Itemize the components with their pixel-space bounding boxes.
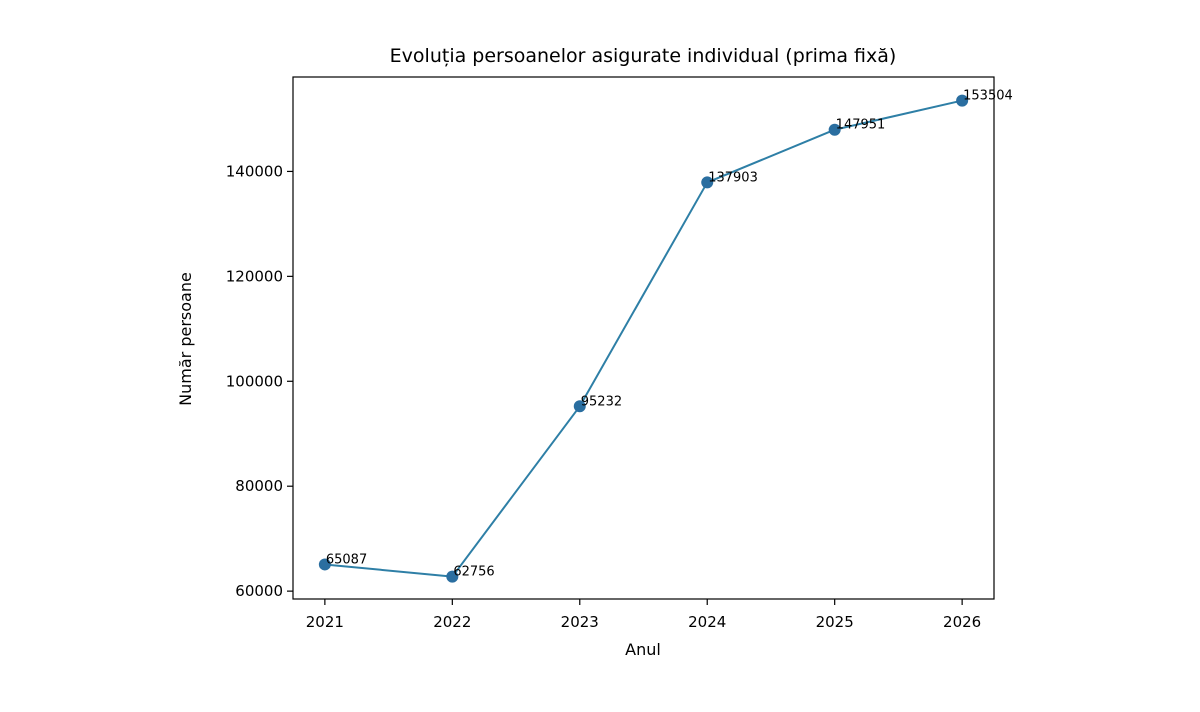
data-point	[701, 176, 714, 189]
x-tick-label: 2023	[561, 613, 599, 631]
y-tick-label: 140000	[226, 162, 283, 180]
plot-area-frame	[292, 76, 995, 600]
data-point	[446, 570, 459, 583]
data-label: 137903	[708, 170, 758, 185]
data-label: 95232	[581, 394, 622, 409]
y-axis: 60000 80000 100000 120000 140000	[226, 162, 293, 600]
x-tick-label: 2021	[306, 613, 344, 631]
y-tick-label: 60000	[235, 582, 283, 600]
series-line	[324, 99, 963, 578]
data-label: 147951	[836, 118, 886, 133]
y-axis-label: Număr persoane	[176, 272, 195, 406]
data-point	[318, 558, 331, 571]
data-point	[828, 123, 841, 136]
y-tick-label: 100000	[226, 372, 283, 390]
x-tick-label: 2024	[688, 613, 726, 631]
x-axis: 2021 2022 2023 2024 2025 2026	[306, 599, 981, 631]
data-label: 65087	[326, 552, 367, 567]
x-tick-label: 2025	[816, 613, 854, 631]
data-point	[573, 400, 586, 413]
x-axis-label: Anul	[625, 640, 661, 659]
data-point	[956, 94, 969, 107]
x-tick-label: 2026	[943, 613, 981, 631]
data-labels: 65087 62756 95232 137903 147951 153504	[326, 89, 1013, 580]
series-layer	[318, 94, 969, 583]
x-tick-label: 2022	[433, 613, 471, 631]
y-tick-label: 120000	[226, 267, 283, 285]
y-tick-label: 80000	[235, 477, 283, 495]
data-label: 62756	[453, 565, 494, 580]
data-label: 153504	[963, 89, 1013, 104]
chart-title: Evoluția persoanelor asigurate individua…	[390, 45, 897, 67]
